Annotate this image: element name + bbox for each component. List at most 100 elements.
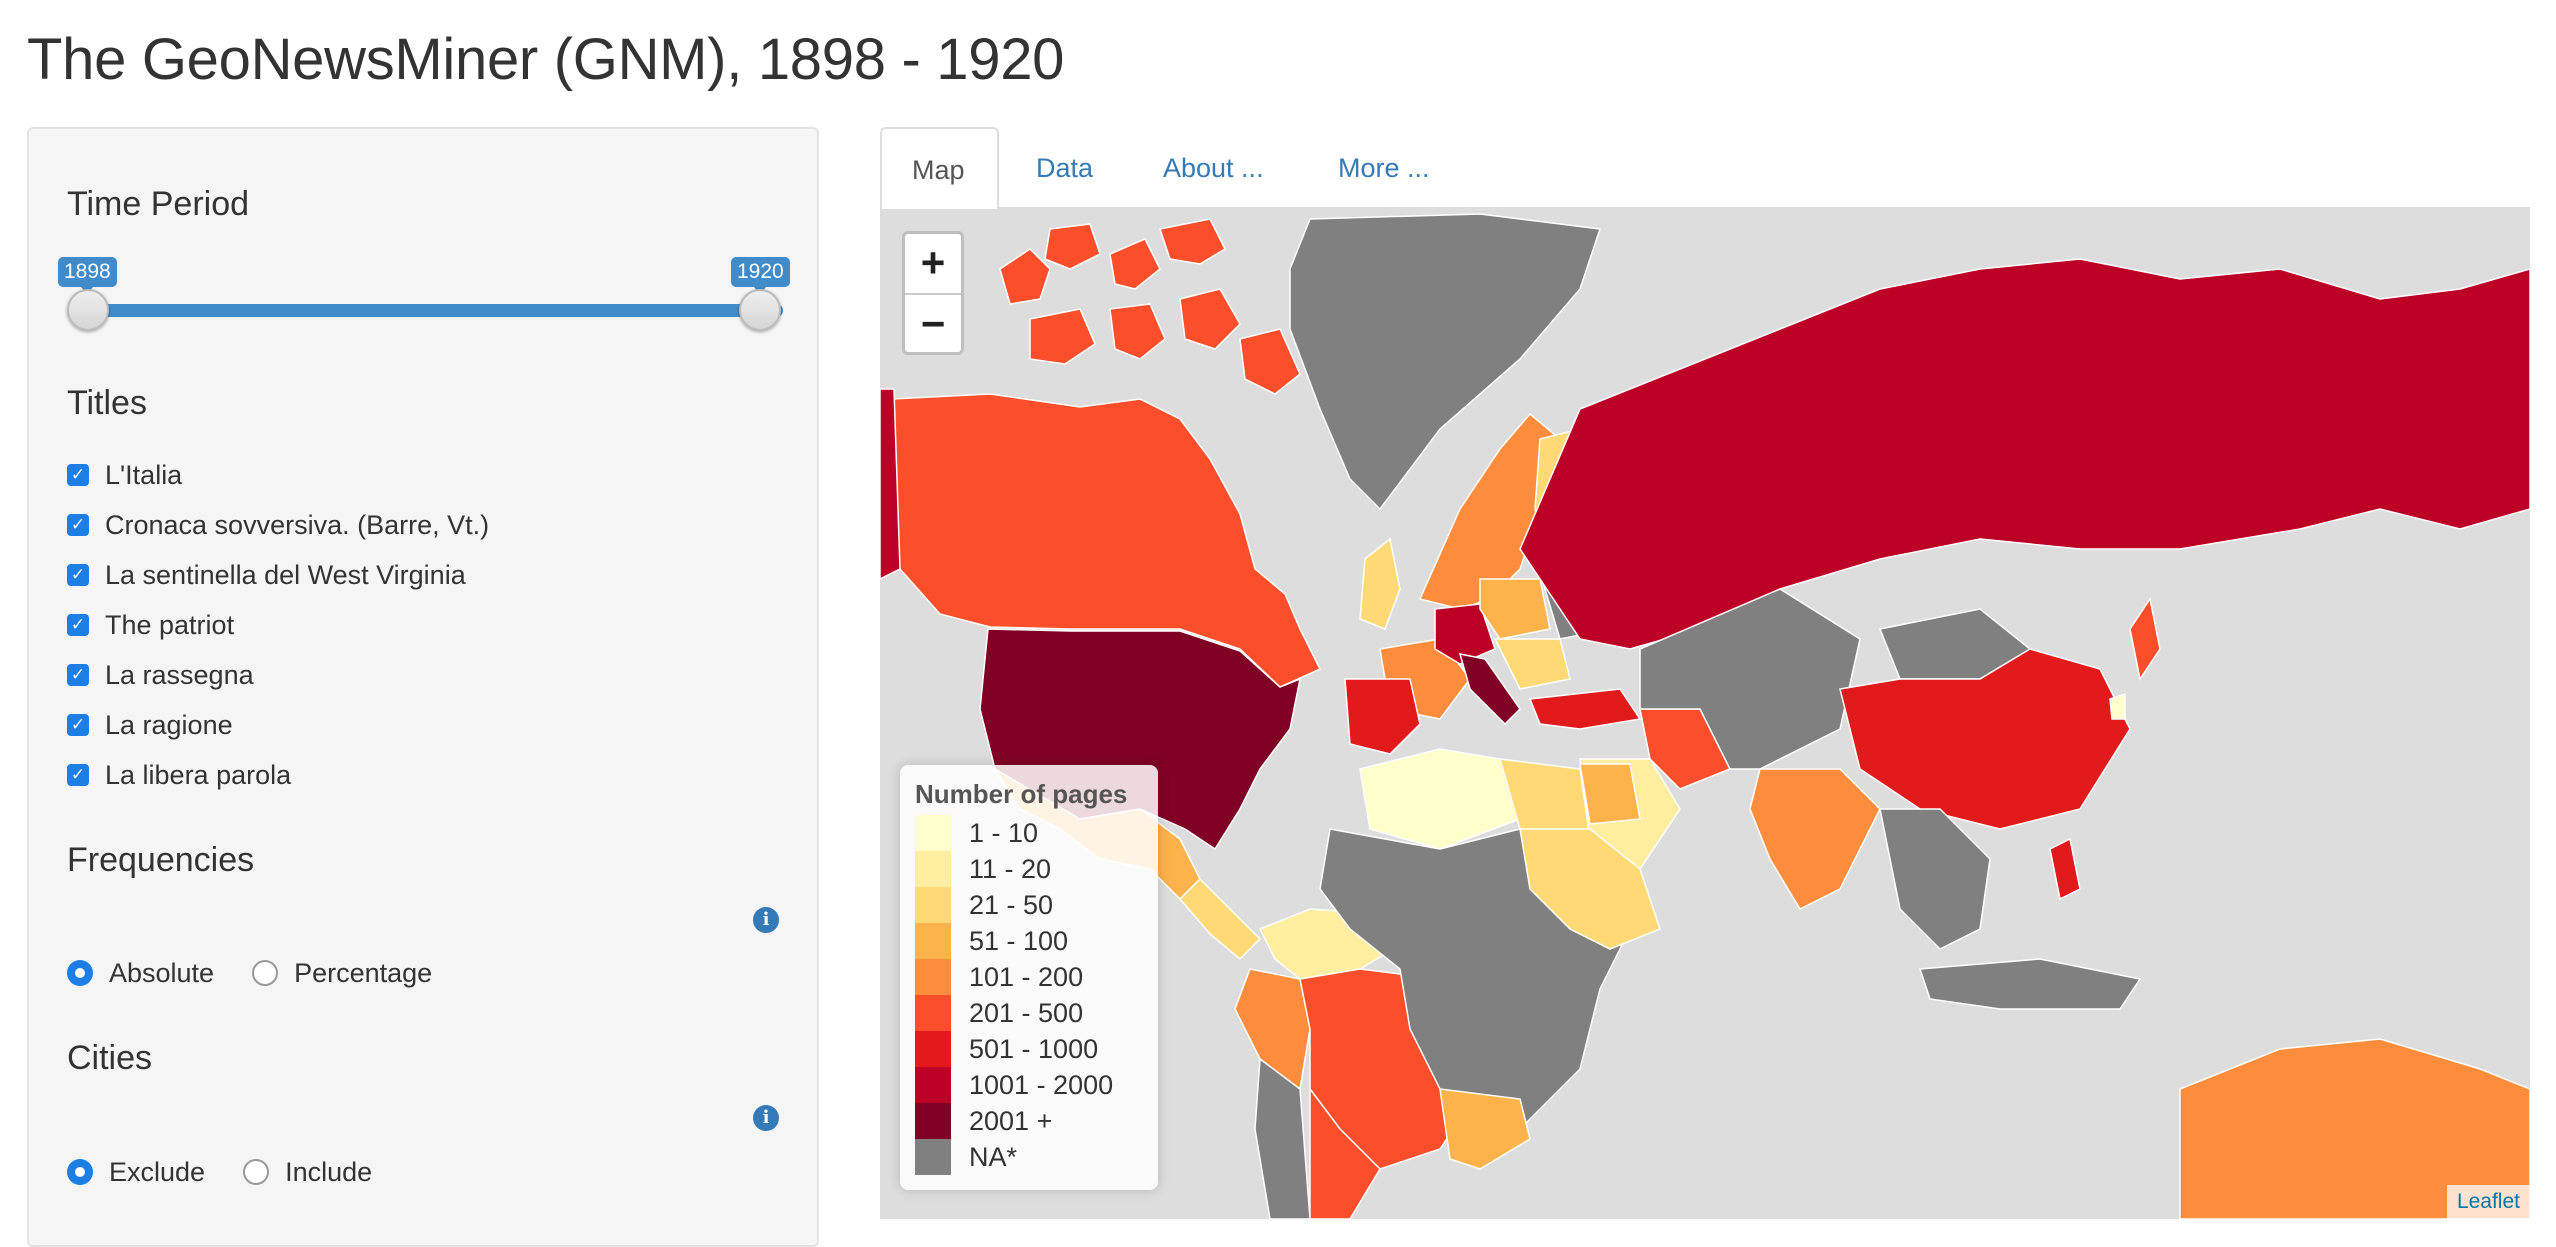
region-china	[1839, 648, 2131, 830]
legend-swatch	[915, 1067, 951, 1103]
region-japan	[2129, 597, 2161, 681]
radio-exclude-label[interactable]: Exclude	[109, 1156, 206, 1187]
title-checkbox-la-libera-parola[interactable]: ✓ La libera parola	[67, 755, 291, 795]
region-libya	[1498, 758, 1591, 840]
legend-label: NA*	[969, 1141, 1018, 1172]
legend-item: 1001 - 2000	[915, 1067, 1113, 1103]
title-checkbox-la-rassegna[interactable]: ✓ La rassegna	[67, 655, 254, 695]
checkbox-label: La sentinella del West Virginia	[105, 559, 466, 590]
legend-item: 21 - 50	[915, 887, 1053, 923]
radio-exclude[interactable]	[67, 1159, 93, 1185]
info-icon[interactable]: i	[753, 907, 779, 933]
legend-swatch	[915, 1139, 951, 1175]
tab-about[interactable]: About ...	[1163, 153, 1264, 183]
cities-radio-group: Exclude Include	[67, 1152, 372, 1192]
legend-label: 201 - 500	[969, 997, 1084, 1028]
region-canada	[891, 393, 1322, 688]
radio-absolute[interactable]	[67, 960, 93, 986]
checkbox-label: Cronaca sovversiva. (Barre, Vt.)	[105, 509, 490, 540]
zoom-out-button[interactable]: −	[920, 300, 946, 347]
region-uk	[1359, 537, 1401, 630]
legend-swatch	[915, 887, 951, 923]
tab-map[interactable]: Map	[880, 127, 999, 209]
radio-percentage-label[interactable]: Percentage	[294, 957, 433, 988]
checkbox-checked-icon[interactable]: ✓	[67, 464, 89, 486]
slider-start-label: 1898	[58, 257, 117, 294]
legend-item: 51 - 100	[915, 923, 1068, 959]
slider-track[interactable]	[91, 304, 783, 317]
region-philippines	[2049, 837, 2081, 901]
slider-end-handle[interactable]	[739, 289, 781, 331]
choropleth-svg[interactable]	[880, 209, 2530, 1219]
region-egypt	[1579, 763, 1641, 825]
legend-label: 1 - 10	[969, 817, 1039, 848]
legend-label: 11 - 20	[969, 853, 1052, 884]
legend-label: 21 - 50	[969, 889, 1054, 920]
sidebar-panel: Time Period 1898 1920 Titles ✓ L'Italia …	[27, 127, 819, 1247]
checkbox-label: L'Italia	[105, 459, 183, 490]
info-icon[interactable]: i	[753, 1105, 779, 1131]
tab-data[interactable]: Data	[1036, 153, 1094, 183]
legend-label: 501 - 1000	[969, 1033, 1099, 1064]
region-canada-arctic-2	[1044, 223, 1101, 270]
checkbox-checked-icon[interactable]: ✓	[67, 514, 89, 536]
legend-swatch	[915, 923, 951, 959]
region-canada-arctic-1	[999, 248, 1051, 305]
slider-start-handle[interactable]	[67, 289, 109, 331]
page-title: The GeoNewsMiner (GNM), 1898 - 1920	[27, 27, 1065, 92]
title-checkbox-the-patriot[interactable]: ✓ The patriot	[67, 605, 234, 645]
legend-label: 2001 +	[969, 1105, 1053, 1136]
legend-swatch	[915, 815, 951, 851]
region-canada-arctic-3	[1109, 238, 1161, 290]
tab-bar-divider	[880, 207, 2530, 209]
title-checkbox-litalia[interactable]: ✓ L'Italia	[67, 455, 182, 495]
region-south-africa	[1439, 1088, 1531, 1170]
region-indonesia	[1918, 958, 2142, 1010]
radio-include-label[interactable]: Include	[285, 1156, 373, 1187]
region-argentina	[1309, 1086, 1381, 1219]
region-canada-arctic-7	[1179, 288, 1241, 350]
title-checkbox-la-ragione[interactable]: ✓ La ragione	[67, 705, 233, 745]
title-checkbox-cronaca-sovversiva[interactable]: ✓ Cronaca sovversiva. (Barre, Vt.)	[67, 505, 489, 545]
checkbox-checked-icon[interactable]: ✓	[67, 714, 89, 736]
region-korea	[2109, 692, 2126, 720]
region-north-africa	[1359, 748, 1521, 850]
tab-more[interactable]: More ...	[1338, 153, 1430, 183]
legend-swatch	[915, 1031, 951, 1067]
legend-item: 11 - 20	[915, 851, 1051, 887]
legend-item: 2001 +	[915, 1103, 1052, 1139]
legend-swatch	[915, 959, 951, 995]
legend-label: 101 - 200	[969, 961, 1084, 992]
radio-percentage[interactable]	[252, 960, 279, 986]
region-canada-arctic-5	[1029, 308, 1096, 365]
legend-item: 1 - 10	[915, 815, 1038, 851]
legend-item: 501 - 1000	[915, 1031, 1098, 1067]
checkbox-checked-icon[interactable]: ✓	[67, 614, 89, 636]
region-canada-arctic-4	[1159, 218, 1226, 265]
radio-absolute-label[interactable]: Absolute	[109, 957, 215, 988]
checkbox-checked-icon[interactable]: ✓	[67, 664, 89, 686]
checkbox-checked-icon[interactable]: ✓	[67, 564, 89, 586]
region-sudan-ethiopia	[1519, 828, 1661, 950]
legend-title: Number of pages	[915, 779, 1128, 809]
region-southeast-asia	[1879, 808, 1991, 950]
region-greenland	[1289, 213, 1602, 511]
region-russia	[1519, 258, 2530, 650]
title-checkbox-la-sentinella[interactable]: ✓ La sentinella del West Virginia	[67, 555, 466, 595]
region-canada-arctic-6	[1109, 303, 1166, 360]
region-central-america	[1178, 877, 1262, 961]
checkbox-checked-icon[interactable]: ✓	[67, 764, 89, 786]
radio-include[interactable]	[243, 1159, 270, 1185]
legend-swatch	[915, 1103, 951, 1139]
zoom-control: + −	[902, 231, 964, 355]
legend-label: 51 - 100	[969, 925, 1069, 956]
legend-item: 201 - 500	[915, 995, 1083, 1031]
region-poland-baltics	[1479, 578, 1551, 640]
region-eastern-europe	[1493, 638, 1571, 690]
leaflet-attribution-link[interactable]: Leaflet	[2446, 1185, 2530, 1219]
titles-heading: Titles	[67, 384, 147, 422]
world-map[interactable]: + − Number of pages 1 - 10 11 - 20 21 - …	[880, 209, 2530, 1219]
region-india	[1749, 768, 1881, 910]
frequencies-radio-group: Absolute Percentage	[67, 953, 432, 993]
zoom-in-button[interactable]: +	[905, 234, 961, 295]
